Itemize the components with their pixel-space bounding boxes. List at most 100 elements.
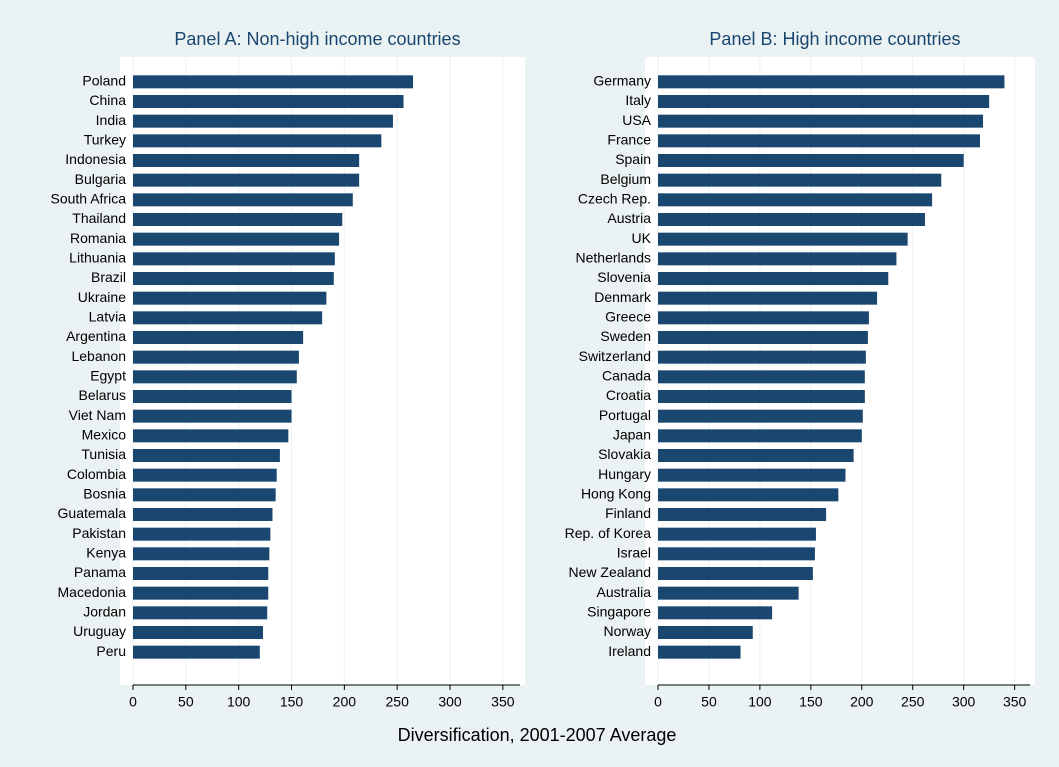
y-tick-label: Pakistan [72, 525, 126, 541]
y-tick-label: Spain [615, 151, 651, 167]
y-tick-label: China [89, 92, 126, 108]
bar [658, 547, 815, 561]
bar [133, 350, 299, 364]
y-tick-label: Croatia [606, 387, 651, 403]
y-tick-label: Australia [597, 584, 652, 600]
bar [658, 154, 964, 167]
x-tick-label: 100 [227, 694, 251, 710]
y-tick-label: Egypt [90, 368, 126, 384]
bar [133, 252, 335, 266]
x-axis-label: Diversification, 2001-2007 Average [398, 725, 677, 745]
bar [658, 173, 942, 187]
y-tick-label: USA [622, 112, 651, 128]
y-tick-label: Ireland [608, 643, 651, 659]
y-tick-label: Greece [605, 309, 651, 325]
y-tick-label: Thailand [72, 210, 126, 226]
bar [133, 527, 271, 541]
y-tick-label: Indonesia [65, 151, 126, 167]
bar [658, 75, 1005, 89]
bar [658, 409, 863, 423]
y-tick-label: Guatemala [58, 505, 127, 521]
bar [133, 193, 353, 207]
y-tick-label: Portugal [599, 407, 651, 423]
bar [658, 370, 865, 384]
bar [658, 449, 854, 462]
y-tick-label: Slovenia [597, 269, 651, 285]
bar [658, 193, 933, 207]
y-tick-label: Latvia [89, 309, 127, 325]
y-tick-label: Uruguay [73, 623, 126, 639]
y-tick-label: Japan [613, 427, 651, 443]
bar [133, 311, 323, 325]
bar [133, 232, 340, 246]
bar [658, 626, 753, 639]
y-tick-label: Slovakia [598, 446, 651, 462]
bar [133, 586, 269, 600]
x-tick-label: 0 [129, 694, 137, 710]
bar [133, 134, 382, 148]
y-tick-label: UK [632, 230, 652, 246]
bar [133, 272, 334, 285]
bar [658, 586, 799, 600]
y-tick-label: Lithuania [69, 250, 126, 266]
y-tick-label: Panama [74, 564, 126, 580]
bar [133, 390, 292, 403]
bar [133, 429, 289, 443]
bar [658, 272, 889, 285]
y-tick-label: Israel [617, 545, 651, 561]
y-tick-label: Italy [625, 92, 651, 108]
y-tick-label: South Africa [51, 191, 127, 207]
bar [133, 468, 277, 482]
bar [133, 449, 280, 462]
x-tick-label: 50 [701, 694, 717, 710]
y-tick-label: Brazil [91, 269, 126, 285]
y-tick-label: Bosnia [83, 486, 126, 502]
y-tick-label: Peru [96, 643, 126, 659]
x-tick-label: 250 [386, 694, 410, 710]
y-tick-label: Denmark [594, 289, 652, 305]
y-tick-label: Canada [602, 368, 651, 384]
x-tick-label: 200 [850, 694, 874, 710]
y-tick-label: Sweden [600, 328, 651, 344]
y-tick-label: Bulgaria [75, 171, 127, 187]
bar [658, 468, 846, 482]
bar [658, 311, 869, 325]
y-tick-label: Austria [607, 210, 651, 226]
x-tick-label: 300 [952, 694, 976, 710]
bar [658, 114, 984, 128]
y-tick-label: France [607, 132, 651, 148]
bar [658, 527, 816, 541]
bar [658, 350, 866, 364]
bar [133, 606, 268, 620]
bar [133, 114, 393, 128]
y-tick-label: Mexico [82, 427, 127, 443]
y-tick-label: Rep. of Korea [565, 525, 652, 541]
bar [658, 213, 925, 226]
bar [133, 95, 404, 108]
bar [133, 331, 304, 344]
y-tick-label: Belarus [79, 387, 126, 403]
y-tick-label: Jordan [83, 604, 126, 620]
x-tick-label: 250 [901, 694, 925, 710]
bar [658, 232, 908, 246]
bar [658, 508, 827, 521]
bar [133, 75, 414, 89]
y-tick-label: Tunisia [81, 446, 126, 462]
y-tick-label: Argentina [66, 328, 126, 344]
y-tick-label: Switzerland [579, 348, 651, 364]
y-tick-label: Kenya [86, 545, 126, 561]
bar [658, 331, 868, 344]
y-tick-label: Czech Rep. [578, 191, 651, 207]
bar [133, 567, 269, 580]
bar [658, 95, 990, 108]
bar [658, 567, 813, 580]
bar [133, 173, 360, 187]
y-tick-label: Poland [82, 73, 126, 89]
bar [133, 488, 276, 502]
bar [658, 488, 839, 502]
bar [133, 645, 260, 659]
x-tick-label: 100 [748, 694, 772, 710]
bar [658, 429, 862, 443]
bar [133, 213, 343, 226]
